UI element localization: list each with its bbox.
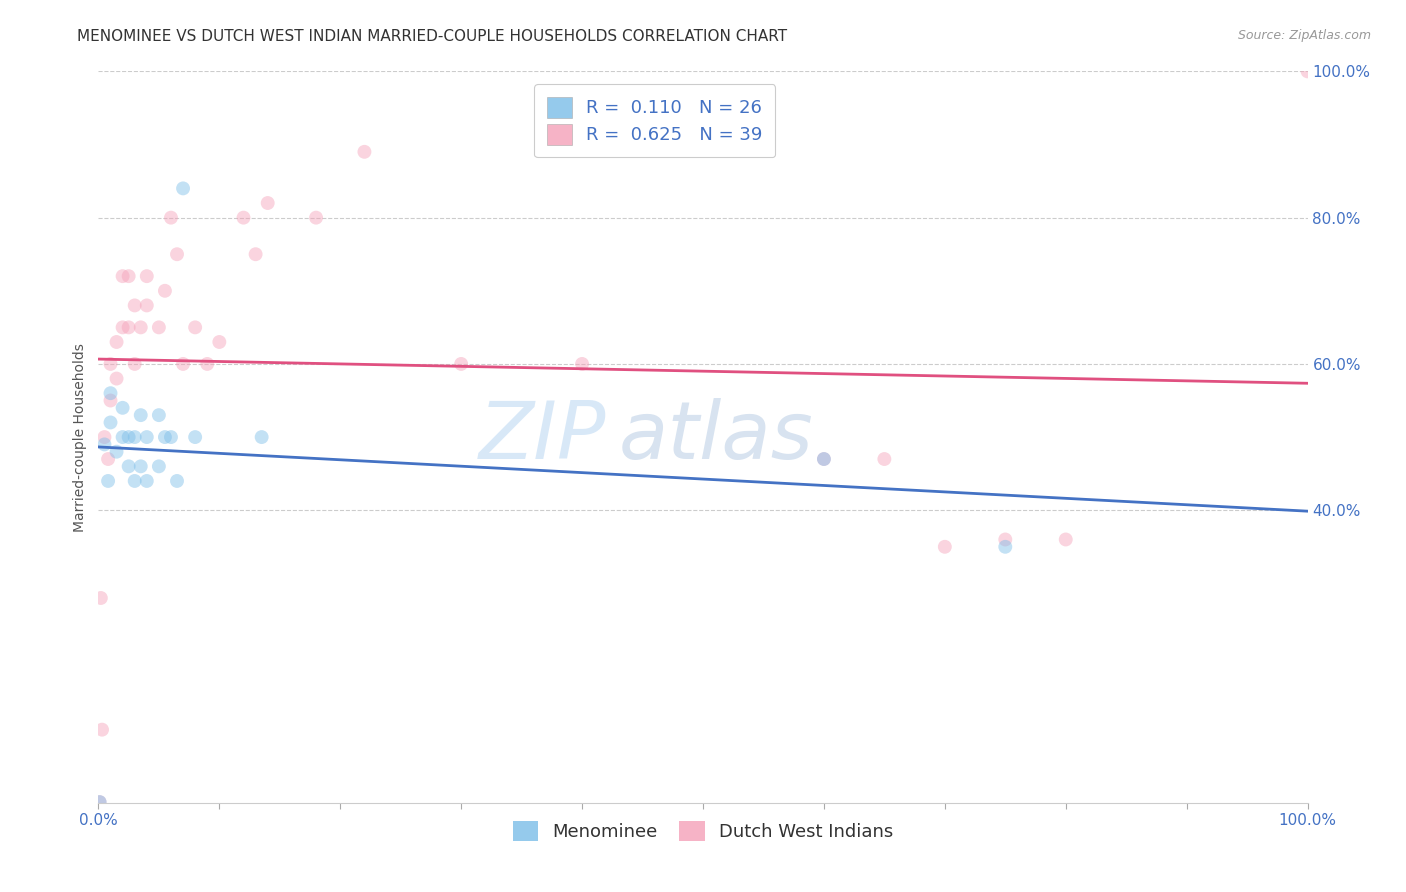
Point [111, 269, 134, 284]
Point [111, 401, 134, 415]
Point [1054, 533, 1077, 547]
Point [450, 357, 472, 371]
Point [994, 540, 1017, 554]
Point [153, 284, 176, 298]
Point [245, 247, 267, 261]
Point [124, 430, 146, 444]
Text: Source: ZipAtlas.com: Source: ZipAtlas.com [1237, 29, 1371, 42]
Point [571, 357, 593, 371]
Point [172, 181, 194, 195]
Point [105, 334, 128, 349]
Point [97, 452, 120, 467]
Point [97, 474, 120, 488]
Point [184, 430, 207, 444]
Point [105, 444, 128, 458]
Point [135, 298, 157, 312]
Point [353, 145, 375, 159]
Y-axis label: Married-couple Households: Married-couple Households [73, 343, 87, 532]
Point [124, 298, 146, 312]
Point [208, 334, 231, 349]
Point [148, 320, 170, 334]
Point [148, 408, 170, 422]
Point [100, 357, 122, 371]
Point [111, 320, 134, 334]
Point [153, 430, 176, 444]
Text: ZIP: ZIP [479, 398, 606, 476]
Point [105, 371, 128, 385]
Point [813, 452, 835, 467]
Point [934, 540, 956, 554]
Text: atlas: atlas [619, 398, 813, 476]
Point [118, 269, 141, 284]
Point [1296, 64, 1319, 78]
Point [93, 437, 115, 451]
Point [873, 452, 896, 467]
Point [129, 408, 152, 422]
Point [89, 795, 111, 809]
Point [813, 452, 835, 467]
Point [250, 430, 273, 444]
Point [129, 320, 152, 334]
Text: MENOMINEE VS DUTCH WEST INDIAN MARRIED-COUPLE HOUSEHOLDS CORRELATION CHART: MENOMINEE VS DUTCH WEST INDIAN MARRIED-C… [77, 29, 787, 44]
Point [135, 474, 157, 488]
Point [124, 357, 146, 371]
Point [93, 430, 115, 444]
Point [184, 320, 207, 334]
Point [135, 269, 157, 284]
Point [135, 430, 157, 444]
Point [166, 247, 188, 261]
Point [148, 459, 170, 474]
Point [256, 196, 278, 211]
Point [124, 474, 146, 488]
Point [90, 591, 112, 605]
Point [160, 430, 183, 444]
Point [118, 430, 141, 444]
Point [232, 211, 254, 225]
Point [994, 533, 1017, 547]
Point [118, 459, 141, 474]
Point [129, 459, 152, 474]
Point [160, 211, 183, 225]
Point [118, 320, 141, 334]
Point [100, 393, 122, 408]
Point [89, 795, 111, 809]
Legend: Menominee, Dutch West Indians: Menominee, Dutch West Indians [506, 814, 900, 848]
Point [195, 357, 218, 371]
Point [100, 416, 122, 430]
Point [111, 430, 134, 444]
Point [166, 474, 188, 488]
Point [172, 357, 194, 371]
Point [91, 723, 114, 737]
Point [305, 211, 328, 225]
Point [100, 386, 122, 401]
